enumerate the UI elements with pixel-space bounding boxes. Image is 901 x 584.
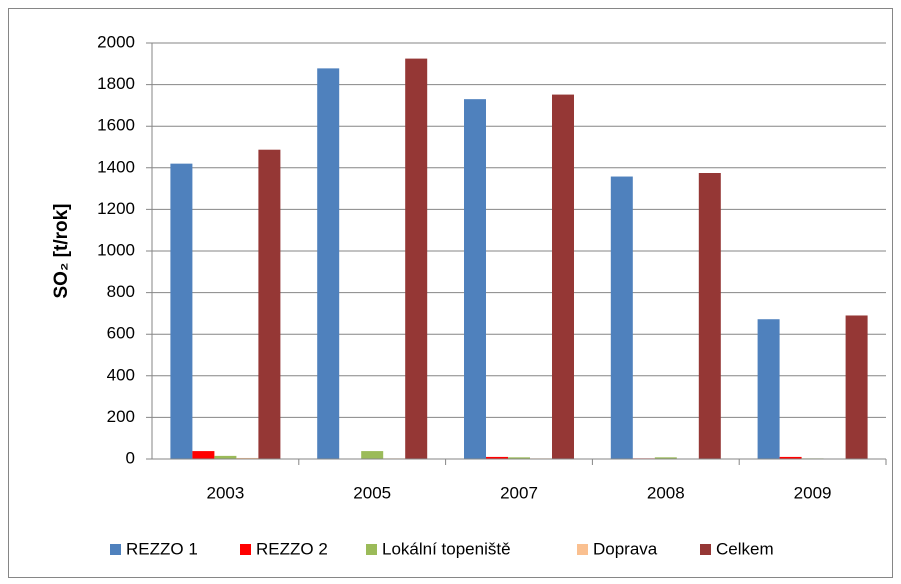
legend-swatch (240, 544, 251, 555)
x-tick-label: 2008 (647, 483, 685, 502)
legend-swatch (700, 544, 711, 555)
bar (170, 163, 193, 459)
y-tick-label: 2000 (97, 32, 135, 51)
y-tick-label: 1800 (97, 74, 135, 93)
bar (654, 457, 677, 459)
y-axis-label: SO₂ [t/rok] (51, 204, 72, 299)
bar (508, 457, 530, 459)
legend-swatch (110, 544, 121, 555)
x-tick-label: 2005 (353, 483, 391, 502)
x-tick-label: 2009 (794, 483, 832, 502)
y-tick-label: 1200 (97, 199, 135, 218)
legend-label: REZZO 2 (256, 539, 328, 558)
bar (845, 315, 868, 459)
bar (192, 451, 215, 459)
y-tick-label: 1600 (97, 116, 135, 135)
bar (258, 149, 281, 460)
bar (361, 451, 384, 459)
legend-label: REZZO 1 (126, 539, 198, 558)
bar (757, 319, 780, 459)
bar (236, 457, 259, 459)
bar (214, 455, 237, 459)
legend-swatch (577, 544, 588, 555)
legend-swatch (366, 544, 377, 555)
y-tick-label: 1400 (97, 157, 135, 176)
bar (464, 99, 486, 459)
y-tick-label: 200 (107, 407, 135, 426)
y-tick-label: 800 (107, 282, 135, 301)
y-tick-label: 1000 (97, 240, 135, 259)
y-tick-label: 0 (126, 448, 135, 467)
bar (317, 68, 340, 459)
x-tick-label: 2003 (206, 483, 244, 502)
legend-label: Celkem (716, 539, 774, 558)
y-tick-label: 600 (107, 324, 135, 343)
bar (552, 94, 574, 460)
bar (486, 456, 508, 459)
x-tick-label: 2007 (500, 483, 538, 502)
bar (610, 176, 633, 459)
bar (405, 58, 428, 459)
bar (779, 456, 802, 459)
y-tick-label: 400 (107, 365, 135, 384)
legend-label: Lokální topeniště (382, 539, 511, 558)
legend-label: Doprava (593, 539, 658, 558)
bar (698, 173, 721, 459)
